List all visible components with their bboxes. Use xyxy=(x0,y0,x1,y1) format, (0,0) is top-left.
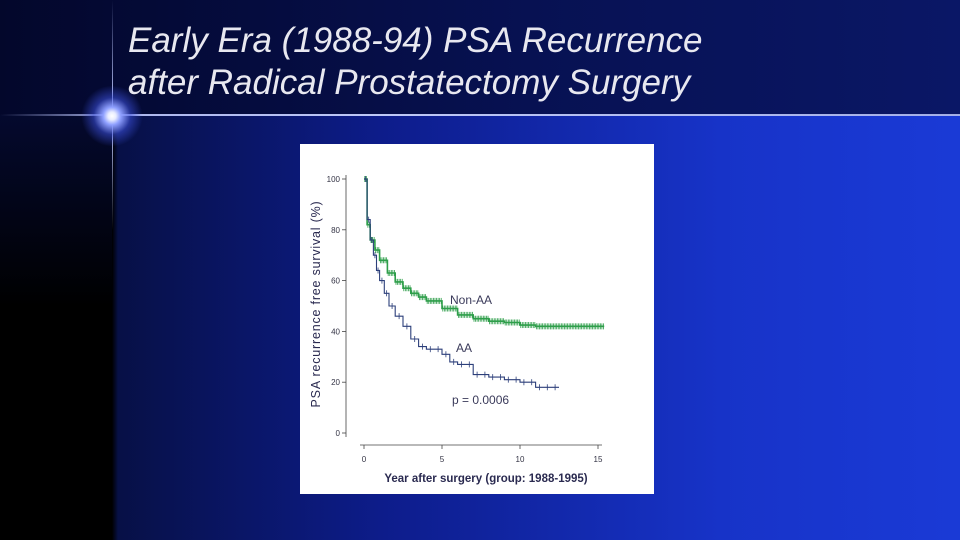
series-line-0 xyxy=(364,178,605,328)
slide-title-line1: Early Era (1988-94) PSA Recurrence xyxy=(128,21,703,60)
x-tick-label: 15 xyxy=(594,455,603,464)
y-tick-label: 0 xyxy=(336,429,341,438)
y-axis-title: PSA recurrence free survival (%) xyxy=(309,201,323,408)
title-divider xyxy=(0,114,960,116)
left-band xyxy=(0,115,112,540)
y-tick-label: 20 xyxy=(331,378,340,387)
censor-marks-0 xyxy=(364,176,604,330)
x-tick-label: 5 xyxy=(440,455,445,464)
series-layer xyxy=(364,176,605,391)
x-tick-label: 10 xyxy=(516,455,525,464)
slide-title: Early Era (1988-94) PSA Recurrence after… xyxy=(128,20,948,104)
series-line-1 xyxy=(364,178,559,388)
annotation-non-aa: Non-AA xyxy=(450,293,492,307)
lens-flare-icon xyxy=(80,86,144,146)
censor-marks-1 xyxy=(365,176,556,391)
title-band xyxy=(0,0,960,115)
annotation-p-value: p = 0.0006 xyxy=(452,393,509,407)
y-tick-label: 40 xyxy=(331,327,340,336)
text-layer: PSA recurrence free survival (%) Year af… xyxy=(309,201,588,485)
axes: 0 20 40 60 80 100 0 5 10 15 xyxy=(327,175,603,464)
slide-title-line2: after Radical Prostatectomy Surgery xyxy=(128,63,691,102)
chart-panel: 0 20 40 60 80 100 0 5 10 15 PSA recurrence free s… xyxy=(300,144,654,494)
annotation-aa: AA xyxy=(456,341,472,355)
y-tick-label: 80 xyxy=(331,226,340,235)
y-tick-label: 100 xyxy=(327,175,341,184)
x-axis-title: Year after surgery (group: 1988-1995) xyxy=(384,473,587,485)
survival-chart: 0 20 40 60 80 100 0 5 10 15 PSA recurrence free s… xyxy=(309,175,605,485)
y-tick-label: 60 xyxy=(331,277,340,286)
x-tick-label: 0 xyxy=(362,455,367,464)
